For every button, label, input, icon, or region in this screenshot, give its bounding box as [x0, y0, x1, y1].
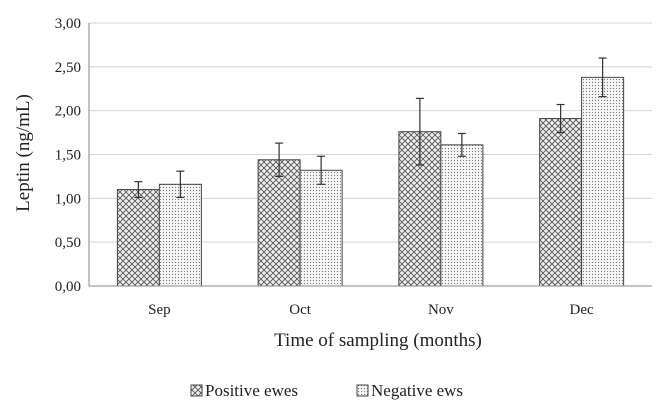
x-tick-label: Sep [148, 302, 171, 318]
x-tick-label: Oct [289, 302, 311, 318]
bar-negative-nov [440, 144, 484, 287]
bar-negative-dec [581, 76, 625, 287]
legend-label: Negative ews [371, 381, 463, 400]
y-tick-labels: 0,00 0,50 1,00 1,50 2,00 2,50 3,00 [55, 16, 81, 295]
x-axis-title: Time of sampling (months) [274, 330, 482, 351]
bar-positive-oct [257, 159, 301, 287]
y-tick-label: 3,00 [55, 16, 81, 32]
bar-positive-sep [116, 189, 160, 287]
y-tick-label: 1,50 [55, 148, 81, 164]
bar-negative-sep [158, 183, 202, 287]
bar-positive-dec [539, 118, 583, 287]
x-tick-label: Nov [428, 302, 454, 318]
legend-swatch [356, 384, 369, 397]
legend: Positive ewes Negative ews [190, 381, 463, 400]
y-tick-label: 1,00 [55, 191, 81, 207]
bars [116, 76, 625, 287]
x-tick-label: Dec [570, 302, 594, 318]
y-axis-title: Leptin (ng/mL) [13, 94, 34, 212]
legend-label: Positive ewes [205, 381, 298, 400]
axes [88, 23, 652, 287]
error-bars [134, 57, 607, 199]
y-tick-label: 2,00 [55, 104, 81, 120]
x-tick-labels: Sep Oct Nov Dec [148, 302, 594, 318]
legend-swatch [190, 384, 203, 397]
bar-negative-oct [299, 169, 343, 287]
y-tick-label: 0,00 [55, 279, 81, 295]
y-tick-label: 2,50 [55, 60, 81, 76]
y-tick-label: 0,50 [55, 235, 81, 251]
